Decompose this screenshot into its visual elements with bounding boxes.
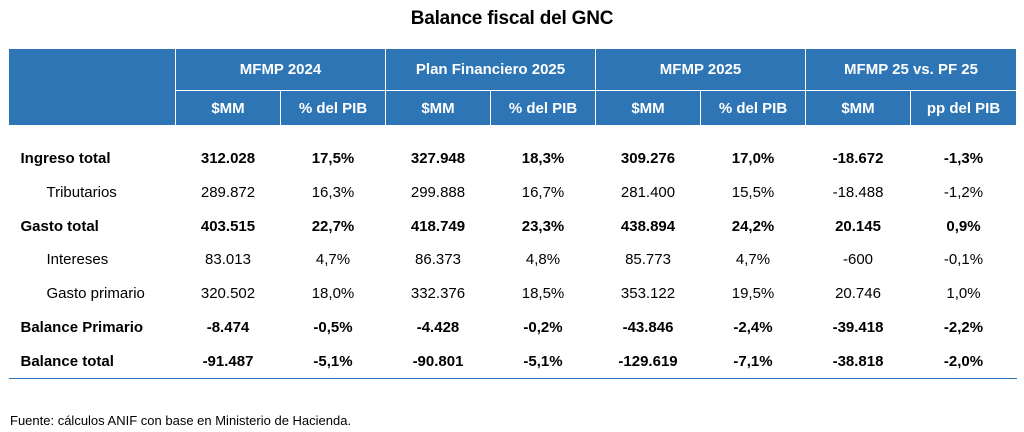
header-unit: $MM — [805, 90, 912, 126]
row-label: Ingreso total — [20, 150, 111, 168]
table-cell: 86.373 — [415, 251, 461, 269]
table-cell: -600 — [843, 251, 874, 269]
row-label: Gasto primario — [46, 285, 145, 303]
header-unit: $MM — [385, 90, 491, 126]
header-row-units: $MM % del PIB $MM % del PIB $MM % del PI… — [9, 90, 1018, 126]
table-cell: -5,1% — [280, 344, 386, 380]
table-cell: 309.276 — [620, 150, 676, 168]
header-unit: % del PIB — [280, 90, 386, 126]
table-cell: -5,1% — [490, 344, 596, 380]
table-cell: -39.418 — [832, 318, 884, 336]
table-cell: 4,8% — [525, 251, 561, 269]
table-cell: 332.376 — [410, 285, 466, 303]
table-cell: 83.013 — [205, 251, 251, 269]
table-cell: 18,3% — [521, 150, 565, 168]
table-cell: 281.400 — [620, 184, 676, 202]
table-cell: 403.515 — [200, 217, 256, 235]
header-unit: $MM — [595, 90, 702, 126]
table-cell: 289.872 — [200, 184, 256, 202]
header-row-groups: MFMP 2024 Plan Financiero 2025 MFMP 2025… — [8, 48, 1018, 126]
table-row: Gasto primario 320.502 18,0% 332.376 18,5% 35… — [9, 277, 1017, 311]
table-row: Intereses 83.013 4,7% 86.373 4,8% 85.773 4,7% -… — [9, 243, 1017, 277]
table-cell: -7,1% — [700, 344, 806, 380]
header-group: MFMP 2025 — [595, 48, 807, 91]
table-cell: 438.894 — [620, 217, 676, 235]
fiscal-balance-table: MFMP 2024 Plan Financiero 2025 MFMP 2025… — [8, 48, 1018, 380]
table-cell: -18.672 — [832, 150, 884, 168]
header-unit: pp del PIB — [910, 90, 1018, 126]
table-cell: 1,0% — [946, 285, 981, 303]
table-cell: 0,9% — [946, 217, 981, 235]
table-cell: -129.619 — [595, 344, 701, 380]
header-unit: % del PIB — [489, 90, 597, 126]
table-cell: -2,0% — [910, 344, 1017, 380]
table-cell: 18,0% — [311, 285, 355, 303]
table-cell: 24,2% — [731, 217, 775, 235]
table-cell: -0,1% — [943, 251, 984, 269]
table-cell: -8.474 — [206, 318, 250, 336]
table-cell: -1,2% — [943, 184, 984, 202]
header-unit: $MM — [175, 90, 281, 126]
table-cell: -0,2% — [523, 318, 563, 336]
row-label: Intereses — [46, 251, 109, 269]
table-cell: 320.502 — [200, 285, 256, 303]
table-row: Gasto total 403.515 22,7% 418.749 23,3% 438.8… — [9, 209, 1017, 243]
table-cell: 4,7% — [315, 251, 351, 269]
table-row: Ingreso total 312.028 17,5% 327.948 18,3% 309… — [9, 142, 1017, 176]
table-cell: 4,7% — [735, 251, 771, 269]
table-body: Ingreso total 312.028 17,5% 327.948 18,3% 309… — [8, 126, 1017, 380]
table-cell: 418.749 — [410, 217, 466, 235]
table-cell: 17,5% — [311, 150, 355, 168]
header-group: MFMP 25 vs. PF 25 — [805, 48, 1018, 91]
row-label: Tributarios — [46, 184, 117, 202]
table-cell: -2,4% — [733, 318, 773, 336]
table-row: Balance total -91.487 -5,1% -90.801 -5,1% -12… — [8, 344, 1017, 380]
row-label: Gasto total — [20, 217, 99, 235]
table-cell: -91.487 — [175, 344, 281, 380]
table-cell: 312.028 — [200, 150, 256, 168]
spacer-row — [9, 126, 1017, 143]
table-cell: -1,3% — [943, 150, 984, 168]
table-cell: 20.145 — [835, 217, 881, 235]
table-cell: 18,5% — [521, 285, 565, 303]
table-cell: 353.122 — [620, 285, 676, 303]
table-cell: -43.846 — [622, 318, 674, 336]
table-cell: 23,3% — [521, 217, 565, 235]
header-blank-cell — [8, 48, 176, 126]
table-cell: 19,5% — [731, 285, 775, 303]
table-cell: 22,7% — [311, 217, 355, 235]
source-note: Fuente: cálculos ANIF con base en Minist… — [10, 413, 352, 428]
table-cell: -0,5% — [313, 318, 353, 336]
table-cell: -2,2% — [943, 318, 984, 336]
table-cell: 299.888 — [410, 184, 466, 202]
table-cell: 16,7% — [521, 184, 565, 202]
table-cell: -38.818 — [805, 344, 911, 380]
row-label: Balance Primario — [20, 318, 144, 336]
table-cell: 15,5% — [731, 184, 775, 202]
table-row: Balance Primario -8.474 -0,5% -4.428 -0,2% -4… — [9, 310, 1017, 344]
table-cell: -4.428 — [416, 318, 460, 336]
row-label: Balance total — [8, 344, 176, 380]
table-cell: 327.948 — [410, 150, 466, 168]
table-cell: 85.773 — [625, 251, 671, 269]
table-title: Balance fiscal del GNC — [410, 8, 614, 29]
header-unit: % del PIB — [700, 90, 807, 126]
table-cell: -18.488 — [832, 184, 884, 202]
table-cell: 20.746 — [835, 285, 881, 303]
header-group: MFMP 2024 — [175, 48, 386, 91]
table-cell: 16,3% — [311, 184, 355, 202]
table-cell: 17,0% — [731, 150, 775, 168]
table-row: Tributarios 289.872 16,3% 299.888 16,7% 281.4… — [9, 176, 1017, 210]
header-group: Plan Financiero 2025 — [384, 48, 597, 91]
table-cell: -90.801 — [385, 344, 491, 380]
